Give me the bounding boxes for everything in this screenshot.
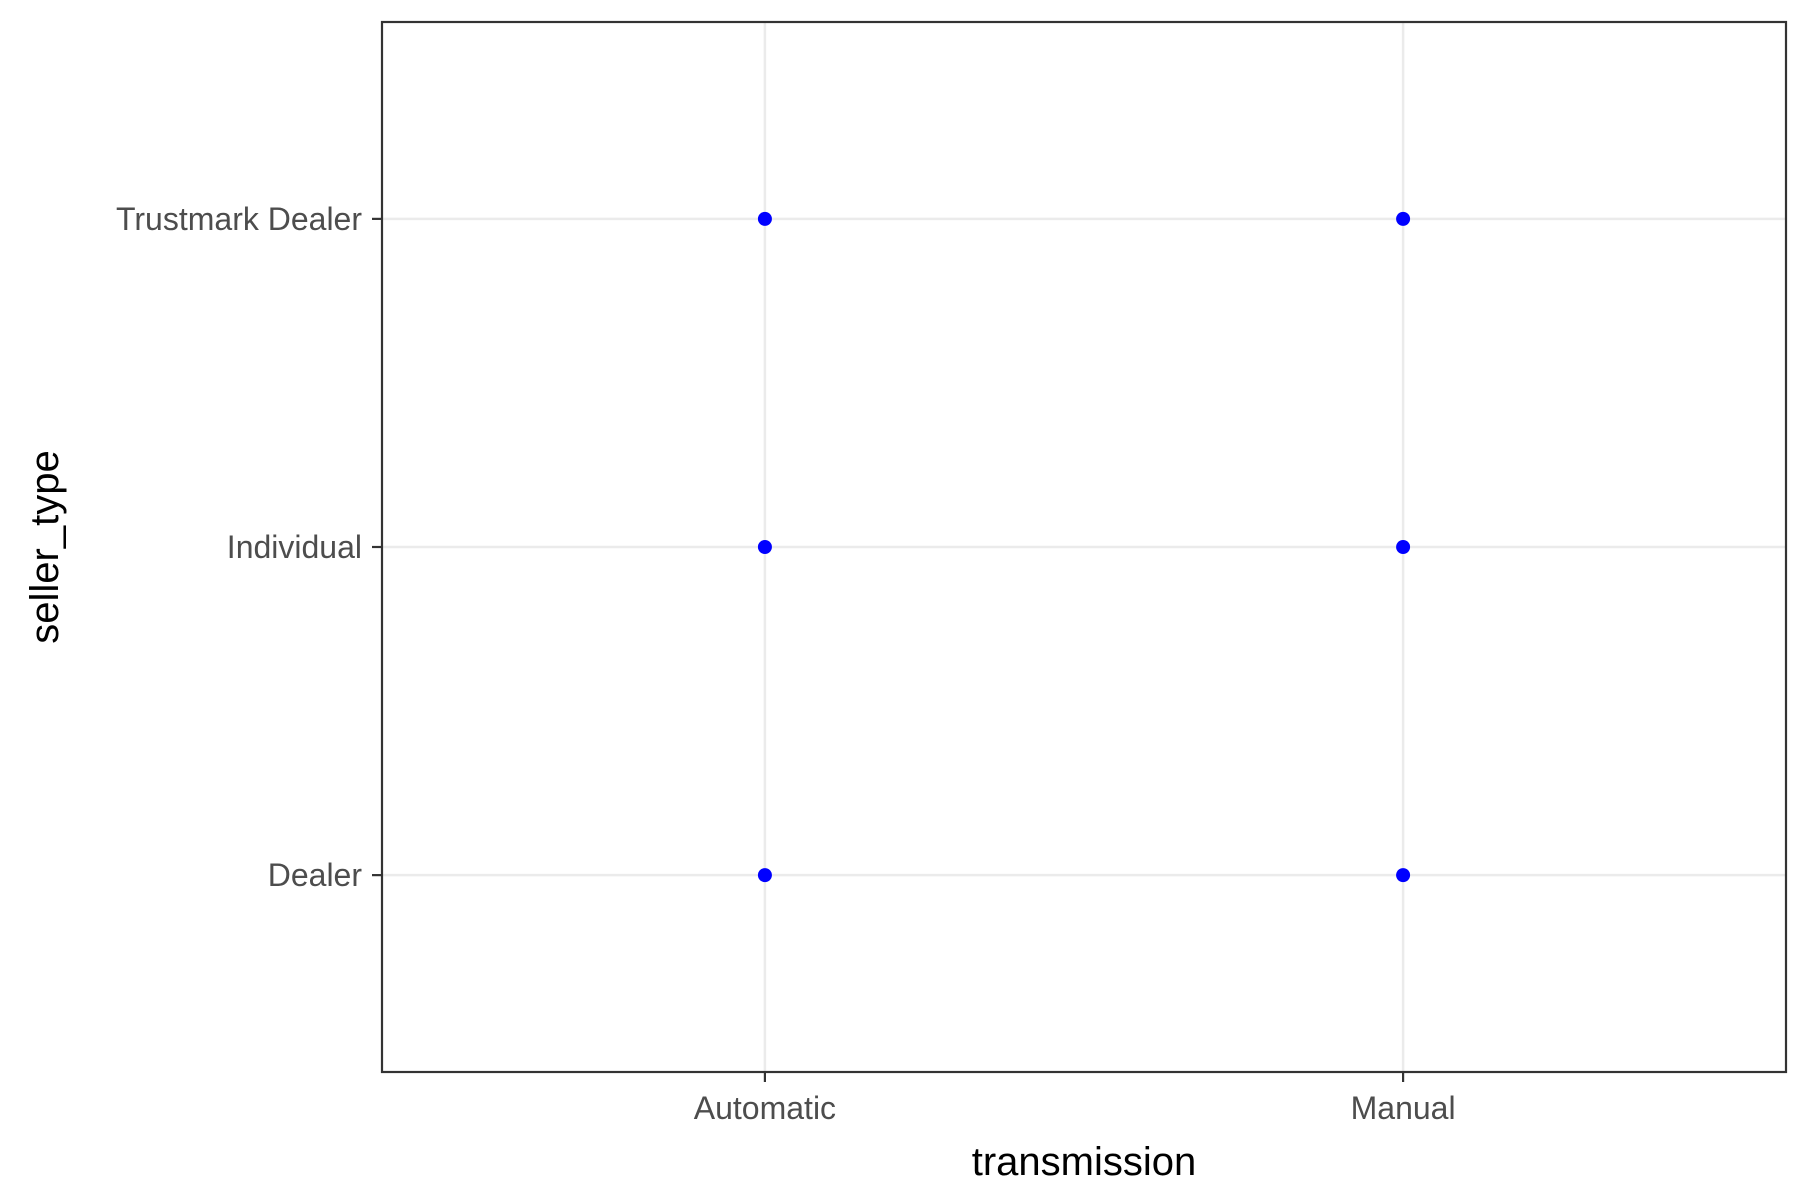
tick-labels: Automatic Manual Dealer Individual Trustmark…	[116, 201, 1456, 1126]
y-tick-label: Dealer	[268, 857, 363, 893]
x-axis-title: transmission	[972, 1140, 1197, 1184]
y-axis-title: seller_type	[23, 450, 67, 643]
data-point	[757, 868, 772, 883]
data-point	[1396, 868, 1411, 883]
x-tick-label: Manual	[1351, 1090, 1456, 1126]
data-point	[757, 211, 772, 226]
y-tick-label: Individual	[227, 529, 362, 565]
x-tick-label: Automatic	[694, 1090, 836, 1126]
y-tick-label: Trustmark Dealer	[116, 201, 362, 237]
data-point	[757, 540, 772, 554]
data-point	[1396, 211, 1411, 226]
data-point	[1396, 540, 1411, 554]
axis-ticks	[372, 217, 1405, 1082]
data-points	[757, 211, 1411, 883]
